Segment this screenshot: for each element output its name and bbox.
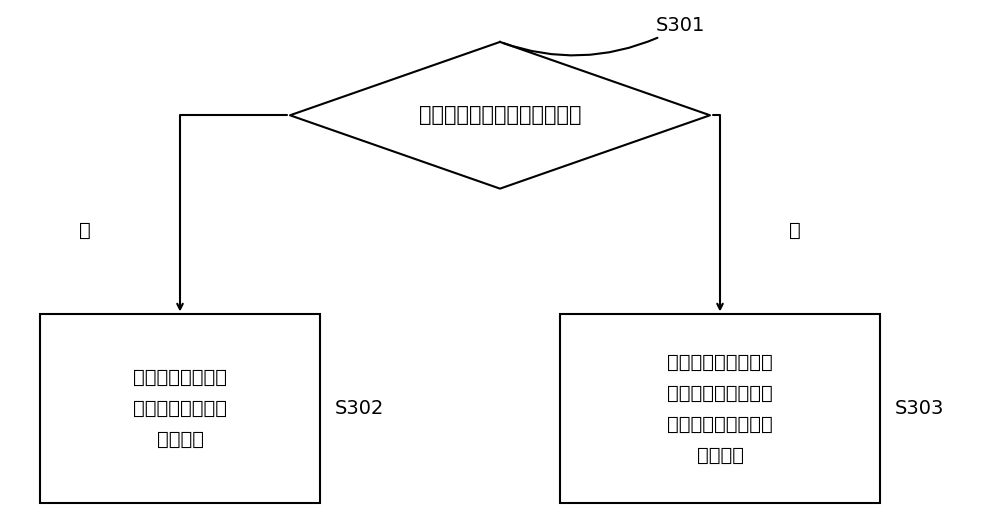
Text: 更新初始呼叫频率，
根据更新后的呼叫频
率确定主站与从站的
通信频率: 更新初始呼叫频率， 根据更新后的呼叫频 率确定主站与从站的 通信频率: [667, 353, 773, 465]
Text: S301: S301: [655, 16, 705, 35]
Text: 判断主站是否接收到应答消息: 判断主站是否接收到应答消息: [419, 105, 581, 125]
FancyBboxPatch shape: [40, 314, 320, 503]
FancyBboxPatch shape: [560, 314, 880, 503]
Text: 否: 否: [789, 221, 801, 240]
Text: 是: 是: [79, 221, 91, 240]
Text: S303: S303: [895, 399, 944, 418]
Text: S302: S302: [335, 399, 384, 418]
Text: 根据初始呼叫频率
确定主站与从站的
通信频率: 根据初始呼叫频率 确定主站与从站的 通信频率: [133, 368, 227, 449]
